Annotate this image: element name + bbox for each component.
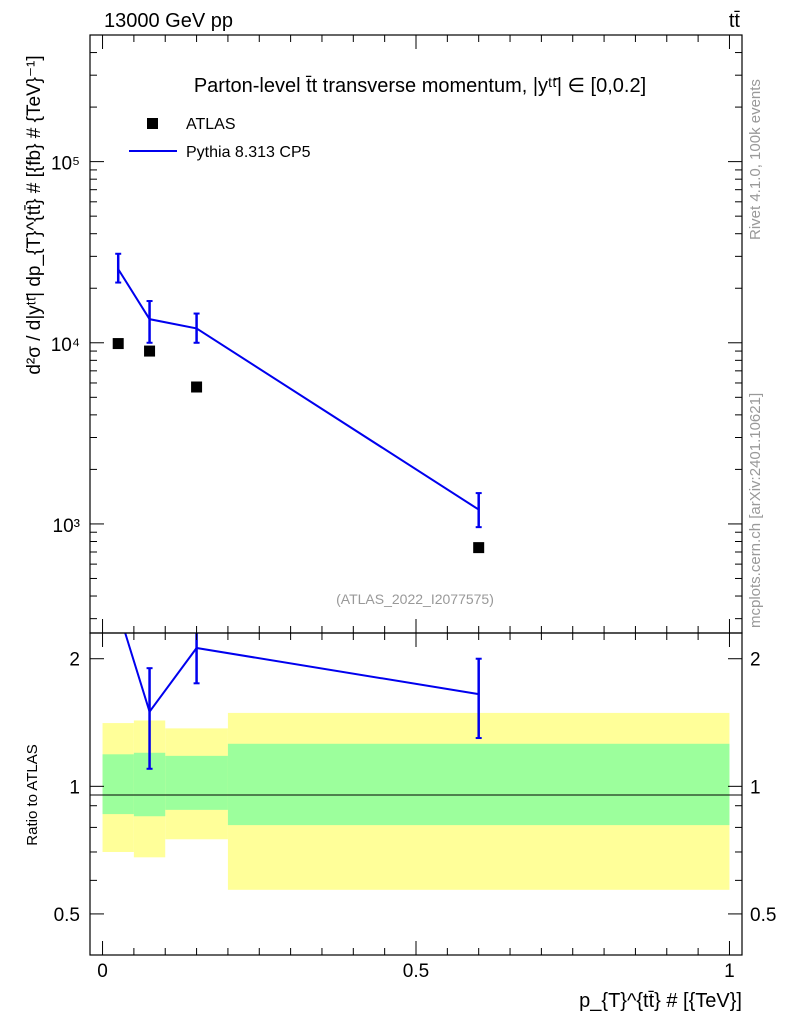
x-tick-label: 1: [724, 961, 735, 982]
main-y-axis-label: d²σ / d|yᵗᵗ̄| dp_{T}^{tt̄} # [{fb} # {Te…: [24, 55, 45, 374]
main-plot-marks: [112, 252, 485, 554]
ratio-axis-ticks: 0.5 0.5 1 1 2 2 0 0.5 1: [54, 633, 776, 982]
atlas-data-point: [144, 345, 156, 357]
ratio-y-tick-label-right: 1: [750, 777, 761, 798]
stat-uncertainty-band: [227, 743, 730, 826]
process-label: tt̄: [729, 10, 741, 32]
ratio-y-axis-label: Ratio to ATLAS: [24, 744, 41, 845]
ratio-y-tick-label-left: 1: [69, 777, 80, 798]
ratio-series-group: [124, 633, 482, 770]
ratio-series-line: [124, 633, 479, 714]
main-y-tick-label: 10⁵: [51, 154, 80, 175]
main-y-tick-label: 10⁴: [51, 335, 80, 356]
atlas-data-point: [112, 338, 124, 350]
ratio-y-tick-label-left: 2: [69, 650, 80, 671]
stat-uncertainty-band: [102, 754, 134, 815]
legend-atlas-marker: [147, 118, 158, 129]
ratio-y-tick-label-left: 0.5: [54, 905, 80, 926]
legend: ATLAS Pythia 8.313 CP5: [129, 116, 311, 161]
chart-title: Parton-level t̄t transverse momentum, |y…: [194, 75, 646, 97]
main-y-tick-label: 10³: [53, 516, 80, 537]
x-tick-label: 0.5: [403, 961, 429, 982]
atlas-data-point: [191, 381, 203, 393]
ratio-uncertainty-bands: [102, 712, 730, 890]
energy-label: 13000 GeV pp: [104, 10, 233, 32]
source-label: mcplots.cern.ch [arXiv:2401.10621]: [747, 393, 764, 628]
ratio-y-tick-label-right: 2: [750, 650, 761, 671]
main-axis-ticks: 10³ 10⁴ 10⁵: [51, 34, 742, 633]
ratio-y-tick-label-right: 0.5: [750, 905, 776, 926]
pythia-series-line: [117, 268, 480, 511]
main-panel: 10³ 10⁴ 10⁵ Parton-level t̄t transverse mo…: [24, 34, 743, 634]
x-tick-label: 0: [97, 961, 108, 982]
analysis-watermark: (ATLAS_2022_I2077575): [336, 591, 494, 607]
legend-atlas-label: ATLAS: [186, 116, 236, 133]
ratio-plot-marks: [124, 633, 482, 770]
x-axis-label: p_{T}^{tt̄} # [{TeV}]: [579, 990, 742, 1012]
atlas-data-point: [473, 542, 485, 554]
rivet-version-label: Rivet 4.1.0, 100k events: [747, 79, 764, 240]
legend-pythia-label: Pythia 8.313 CP5: [186, 144, 311, 161]
stat-uncertainty-band: [165, 755, 228, 810]
ratio-panel: 0.5 0.5 1 1 2 2 0 0.5 1 Ratio to ATLAS: [24, 632, 776, 982]
